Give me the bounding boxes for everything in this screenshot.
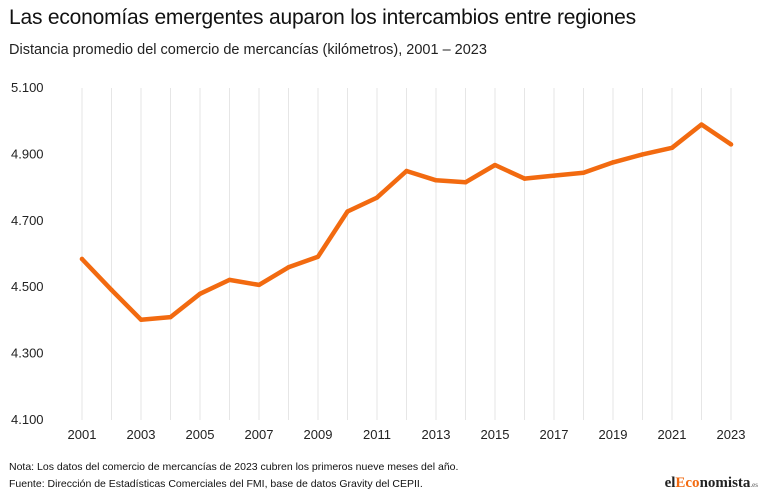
x-tick-label: 2011 [363,427,391,442]
data-point [345,209,350,214]
chart-title: Las economías emergentes auparon los int… [9,6,636,29]
data-point [728,142,734,147]
x-tick-label: 2007 [245,427,274,442]
data-point [374,195,380,200]
data-point [669,145,675,150]
data-point [315,254,321,259]
x-tick-label: 2009 [304,427,333,442]
data-point [227,277,232,283]
y-axis: 4.100 4.300 4.500 4.700 4.900 5.100 [11,80,44,427]
y-tick-label: 4.900 [11,146,44,161]
x-tick-label: 2001 [68,427,97,442]
x-tick-label: 2003 [127,427,156,442]
data-point [168,314,173,320]
brand-accent: Eco [675,475,700,491]
data-point [79,256,85,262]
y-tick-label: 4.500 [11,279,44,294]
brand-logo: elEconomista.es [665,475,758,492]
y-tick-label: 5.100 [11,80,44,95]
data-point [463,180,468,185]
data-point [551,173,557,178]
x-tick-label: 2021 [658,427,687,442]
source-note: Fuente: Dirección de Estadísticas Comerc… [9,478,423,490]
data-point [610,160,616,165]
data-point [699,122,704,127]
brand-rest: nomista [699,475,751,491]
x-tick-label: 2019 [599,427,628,442]
x-axis: 2001 2003 2005 2007 2009 2011 2013 2015 2017 2019… [68,427,746,442]
brand-suffix: .es [750,481,758,489]
x-tick-label: 2017 [540,427,569,442]
data-point [256,282,262,288]
data-point [286,265,291,270]
data-point [138,317,144,322]
x-tick-label: 2015 [481,427,510,442]
data-point [109,287,114,293]
data-point [522,176,527,181]
data-point [404,168,409,174]
x-tick-label: 2013 [422,427,451,442]
data-point [640,152,645,157]
x-tick-label: 2005 [186,427,215,442]
chart-series [79,122,734,322]
data-point [492,162,498,168]
data-point [433,178,439,183]
x-tick-label: 2023 [717,427,746,442]
chart-subtitle: Distancia promedio del comercio de merca… [9,42,487,58]
y-tick-label: 4.700 [11,213,44,228]
chart-gridlines [81,88,732,420]
data-point [197,291,203,297]
data-point [581,170,586,175]
footnote: Nota: Los datos del comercio de mercancí… [9,461,459,473]
y-tick-label: 4.300 [11,346,44,361]
y-tick-label: 4.100 [11,412,44,427]
brand-prefix: el [664,475,676,491]
